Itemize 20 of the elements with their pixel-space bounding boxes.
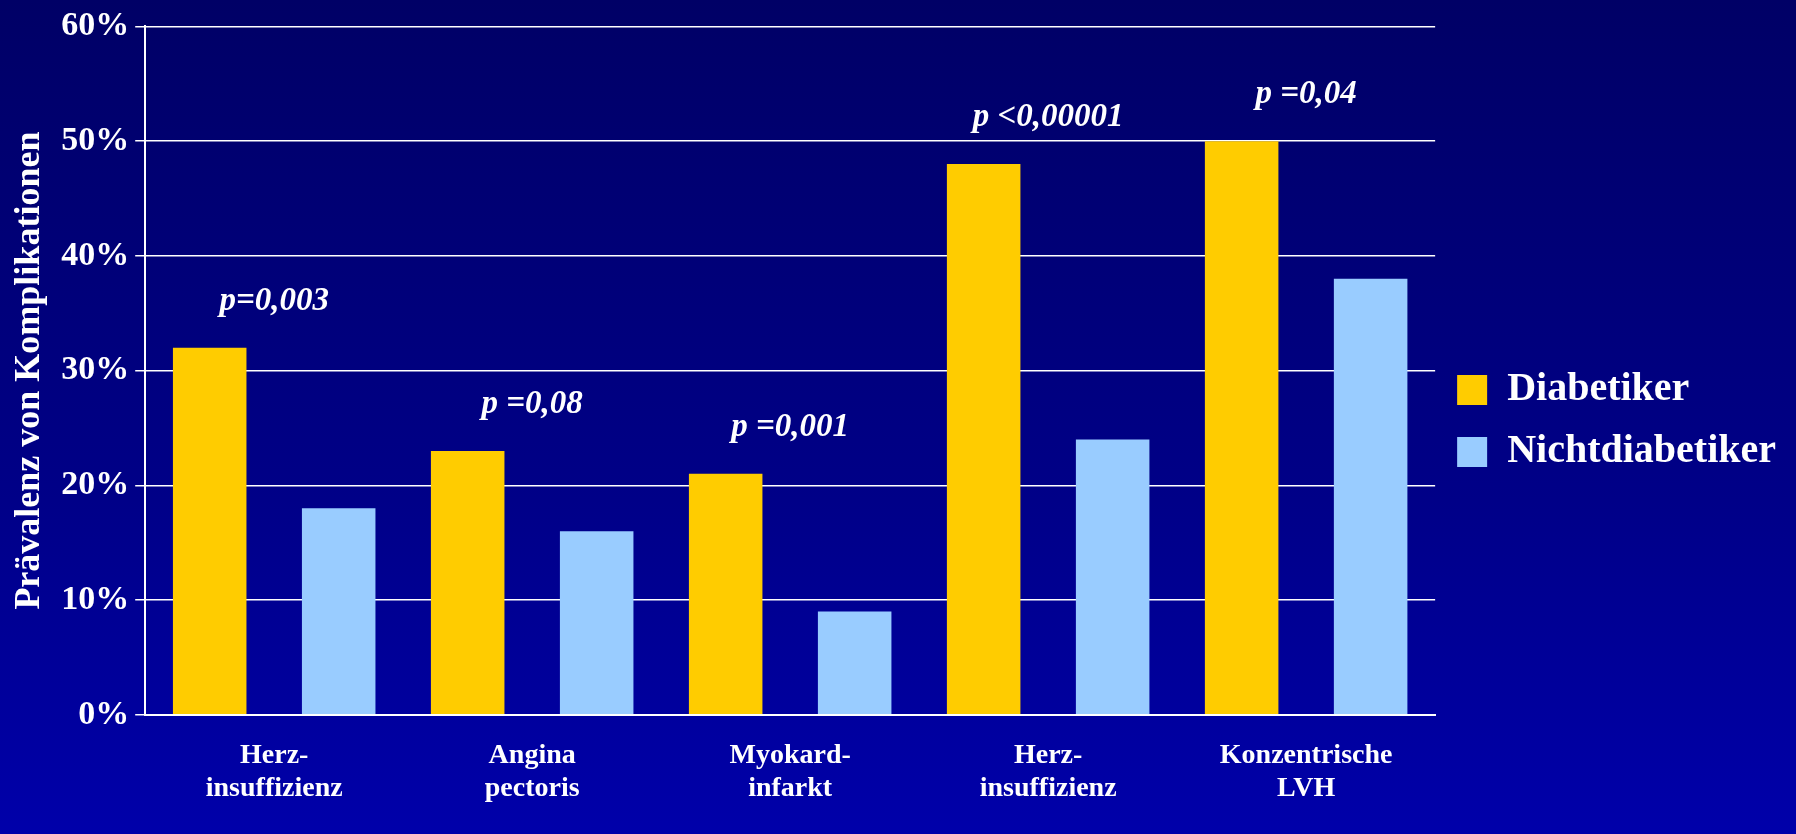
y-tick-label: 0% — [78, 693, 130, 731]
x-tick-label: Myokard- infarkt — [729, 737, 851, 803]
y-tick-label: 30% — [61, 349, 130, 387]
y-tick-label: 10% — [61, 578, 130, 616]
legend-label: Nichtdiabetiker — [1507, 426, 1777, 472]
annotation: p =0,001 — [728, 406, 850, 443]
annotation: p =0,04 — [1252, 74, 1357, 111]
x-tick-label: Herz- insuffizienz — [205, 737, 343, 803]
x-tick-label: Herz- insuffizienz — [979, 737, 1117, 803]
annotation: p=0,003 — [216, 280, 329, 317]
annotation: p =0,08 — [478, 383, 583, 420]
y-axis-title: Prävalenz von Komplikationen — [6, 131, 47, 610]
y-tick-label: 50% — [61, 119, 130, 157]
y-tick-label: 20% — [61, 464, 130, 502]
x-tick-label: Angina pectoris — [484, 737, 580, 803]
y-tick-label: 40% — [61, 234, 130, 272]
annotation: p <0,00001 — [969, 97, 1124, 134]
legend-label: Diabetiker — [1507, 364, 1690, 410]
x-tick-label: Konzentrische LVH — [1219, 737, 1393, 803]
y-tick-label: 60% — [61, 5, 130, 43]
